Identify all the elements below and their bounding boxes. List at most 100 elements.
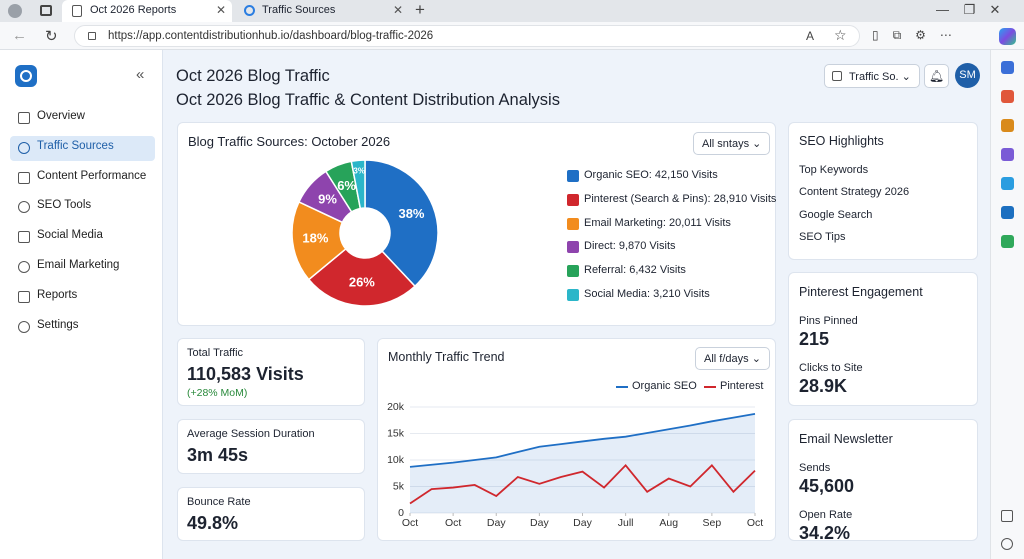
nav-item[interactable]: Reports xyxy=(37,288,78,301)
sidebar-app-icon[interactable] xyxy=(1001,206,1014,219)
kpi-card xyxy=(177,487,365,541)
trend-card xyxy=(377,338,776,541)
donut-chart: 38% 26% 18% 9%6% 3% xyxy=(291,159,439,307)
nav-icon xyxy=(18,261,30,273)
pinterest-card xyxy=(788,272,978,406)
app-logo-mark xyxy=(20,70,32,82)
donut-slice xyxy=(291,200,347,281)
legend-line xyxy=(616,386,628,388)
slice-label: 38% xyxy=(398,206,424,221)
tab-close[interactable]: ✕ xyxy=(216,3,227,17)
legend-swatch xyxy=(567,241,579,254)
slice-label: 18% xyxy=(302,231,328,246)
card-title: Blog Traffic Sources: October 2026 xyxy=(188,134,391,149)
slice-label: 3% xyxy=(353,166,365,175)
nav-item[interactable]: Content Performance xyxy=(37,169,147,182)
read-aloud[interactable]: A xyxy=(806,29,815,43)
metric-label: Clicks to Site xyxy=(799,362,863,374)
legend-label: Organic SEO: 42,150 Visits xyxy=(584,169,718,181)
app-sidebar xyxy=(0,50,163,559)
x-tick-label: Oct xyxy=(402,517,418,529)
metric-label: Pins Pinned xyxy=(799,315,858,327)
metric-label: Sends xyxy=(799,462,831,474)
seo-item[interactable]: Google Search xyxy=(799,208,873,221)
nav-item[interactable]: Email Marketing xyxy=(37,259,120,271)
sidebar-settings[interactable] xyxy=(1001,538,1013,550)
nav-item[interactable]: Traffic Sources xyxy=(37,139,114,152)
sidebar-app-icon[interactable] xyxy=(1001,90,1014,103)
y-tick-label: 20k xyxy=(387,401,405,413)
legend-label: Pinterest xyxy=(720,380,764,392)
sidebar-app-icon[interactable] xyxy=(1001,119,1014,132)
metric-value: 215 xyxy=(799,329,830,349)
card-title: Pinterest Engagement xyxy=(799,285,923,299)
kpi-change: (+28% MoM) xyxy=(187,387,248,399)
back-button[interactable]: ← xyxy=(12,27,27,44)
window-controls[interactable]: — ❐ ✕ xyxy=(936,2,1001,17)
card-title: Monthly Traffic Trend xyxy=(388,350,505,364)
tab-bar xyxy=(0,0,1024,22)
tab-title[interactable]: Traffic Sources xyxy=(262,4,336,16)
y-tick-label: 10k xyxy=(387,454,405,466)
collapse-button[interactable]: « xyxy=(136,66,145,83)
reload-button[interactable]: ↻ xyxy=(45,28,58,45)
sidebar-app-icon[interactable] xyxy=(1001,177,1014,190)
legend-label: Social Media: 3,210 Visits xyxy=(584,288,710,300)
avatar[interactable]: SM xyxy=(955,63,980,88)
address-bar[interactable] xyxy=(74,25,860,47)
sidebar-settings[interactable] xyxy=(1001,510,1013,522)
line xyxy=(409,413,756,468)
slice-label: 6% xyxy=(337,178,356,193)
card-title: Email Newsletter xyxy=(799,432,893,446)
sidebar-app-icon[interactable] xyxy=(1001,61,1014,74)
nav-icon xyxy=(18,231,30,244)
kpi-value: 110,583 Visits xyxy=(187,364,304,384)
kpi-value: 3m 45s xyxy=(187,445,249,465)
legend-label: Referral: 6,432 Visits xyxy=(584,264,686,277)
favorite[interactable]: ☆ xyxy=(834,27,847,43)
seo-item[interactable]: Top Keywords xyxy=(799,164,869,176)
new-tab[interactable]: + xyxy=(415,0,425,19)
kpi-card xyxy=(177,419,365,474)
seo-item[interactable]: Content Strategy 2026 xyxy=(799,186,910,199)
tab-actions-icon[interactable] xyxy=(40,5,52,16)
nav-icon xyxy=(18,112,30,124)
nav-icon xyxy=(18,141,30,154)
browser-sidebar xyxy=(990,50,1024,559)
traffic-sources-card xyxy=(177,122,776,326)
header-filter[interactable]: Traffic So. ⌄ xyxy=(824,64,920,88)
tab-close[interactable]: ✕ xyxy=(393,3,404,17)
sidebar-app-icon[interactable] xyxy=(1001,235,1014,248)
x-tick-label: Jull xyxy=(618,517,634,529)
nav-active-bg xyxy=(10,135,155,161)
card-filter[interactable]: All sntays ⌄ xyxy=(693,132,771,155)
nav-item[interactable]: Social Media xyxy=(37,229,103,242)
tab[interactable] xyxy=(62,0,232,22)
y-tick-label: 0 xyxy=(398,507,404,519)
email-card xyxy=(788,419,978,541)
nav-item[interactable]: SEO Tools xyxy=(37,199,92,212)
nav-item[interactable]: Overview xyxy=(37,110,85,122)
legend-label: Pinterest (Search & Pins): 28,910 Visits xyxy=(584,192,777,205)
x-tick-label: Sep xyxy=(703,517,722,529)
card-filter[interactable]: All f/days ⌄ xyxy=(695,347,770,370)
filter-label: All f/days xyxy=(704,353,749,365)
notifications[interactable]: 🔔︎ xyxy=(924,64,949,88)
sidebar-app-icon[interactable] xyxy=(1001,148,1014,161)
y-tick-label: 5k xyxy=(393,480,405,492)
line xyxy=(409,463,756,505)
copilot-icon[interactable] xyxy=(999,28,1016,45)
kpi-label: Bounce Rate xyxy=(187,496,251,508)
page-title: Oct 2026 Blog Traffic xyxy=(176,67,330,85)
kpi-label: Average Session Duration xyxy=(187,428,315,440)
profile-icon[interactable] xyxy=(8,4,22,18)
nav-item[interactable]: Settings xyxy=(37,318,79,331)
y-tick-label: 15k xyxy=(387,427,405,439)
toolbar-icons[interactable]: ▯⧉⚙⋯ xyxy=(872,28,966,42)
calendar-icon xyxy=(832,71,842,81)
legend-swatch xyxy=(567,289,579,301)
donut-slice xyxy=(350,159,366,210)
donut-slice xyxy=(364,159,439,288)
seo-card xyxy=(788,122,978,260)
seo-item[interactable]: SEO Tips xyxy=(799,230,846,243)
